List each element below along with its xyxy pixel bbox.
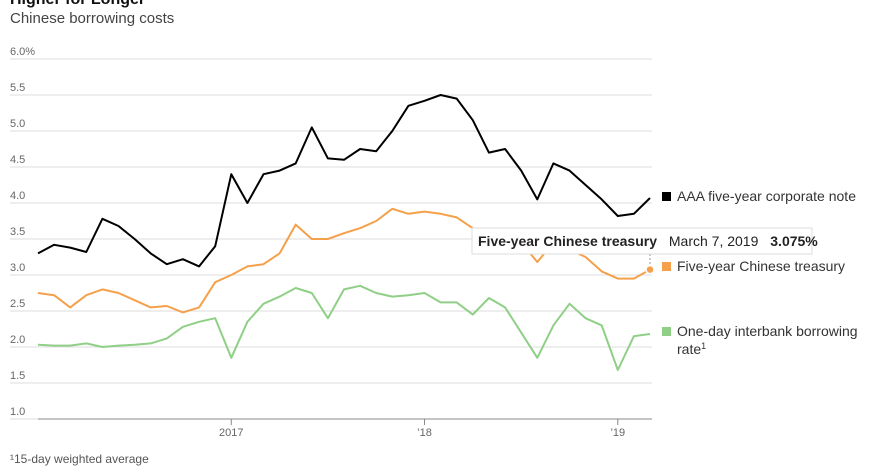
- y-tick-label: 3.0: [10, 262, 25, 274]
- grid: 1.0 1.5 2.0 2.5 3.0 3.5 4.0 4.5 5.0 5.5 6.0%: [10, 46, 652, 420]
- chart-subtitle: Chinese borrowing costs: [10, 10, 175, 27]
- chart-title: Higher for Longer: [10, 0, 145, 9]
- legend: AAA five-year corporate note Five-year Ch…: [662, 188, 858, 357]
- legend-label: AAA five-year corporate note: [677, 188, 856, 204]
- series-line-five-year-chinese-treasury: [37, 207, 651, 314]
- tooltip-marker: [645, 264, 655, 275]
- y-tick-label: 4.0: [10, 190, 25, 202]
- x-tick-label: ’18: [417, 427, 432, 439]
- legend-swatch: [662, 192, 671, 201]
- y-tick-label: 3.5: [10, 226, 25, 238]
- y-tick-label: 1.0: [10, 406, 25, 418]
- x-axis: 2017 ’18 ’19: [38, 418, 652, 439]
- x-tick-label: 2017: [219, 427, 243, 439]
- tooltip-date: March 7, 2019: [669, 233, 759, 249]
- tooltip: Five-year Chinese treasury March 7, 2019…: [471, 227, 818, 275]
- y-tick-label: 2.0: [10, 334, 25, 346]
- y-tick-label: 4.5: [10, 154, 25, 166]
- y-tick-label: 5.5: [10, 82, 25, 94]
- y-tick-label: 6.0%: [10, 46, 35, 58]
- footnote: ¹15-day weighted average: [10, 452, 149, 466]
- legend-label: One-day interbank borrowing rate1: [677, 323, 858, 357]
- y-tick-label: 5.0: [10, 118, 25, 130]
- series-line-one-day-interbank-borrowing-rate: [37, 284, 651, 371]
- legend-label: Five-year Chinese treasury: [677, 258, 845, 274]
- tooltip-series: Five-year Chinese treasury: [478, 233, 657, 249]
- tooltip-value: 3.075%: [770, 233, 818, 249]
- y-tick-label: 1.5: [10, 370, 25, 382]
- series-line-aaa-five-year-corporate-note: [37, 94, 651, 268]
- tooltip-text: Five-year Chinese treasury March 7, 2019…: [478, 233, 818, 249]
- legend-swatch: [662, 327, 671, 336]
- tooltip-box: [471, 227, 813, 255]
- y-tick-label: 2.5: [10, 298, 25, 310]
- x-tick-label: ’19: [610, 427, 625, 439]
- legend-swatch: [662, 262, 671, 271]
